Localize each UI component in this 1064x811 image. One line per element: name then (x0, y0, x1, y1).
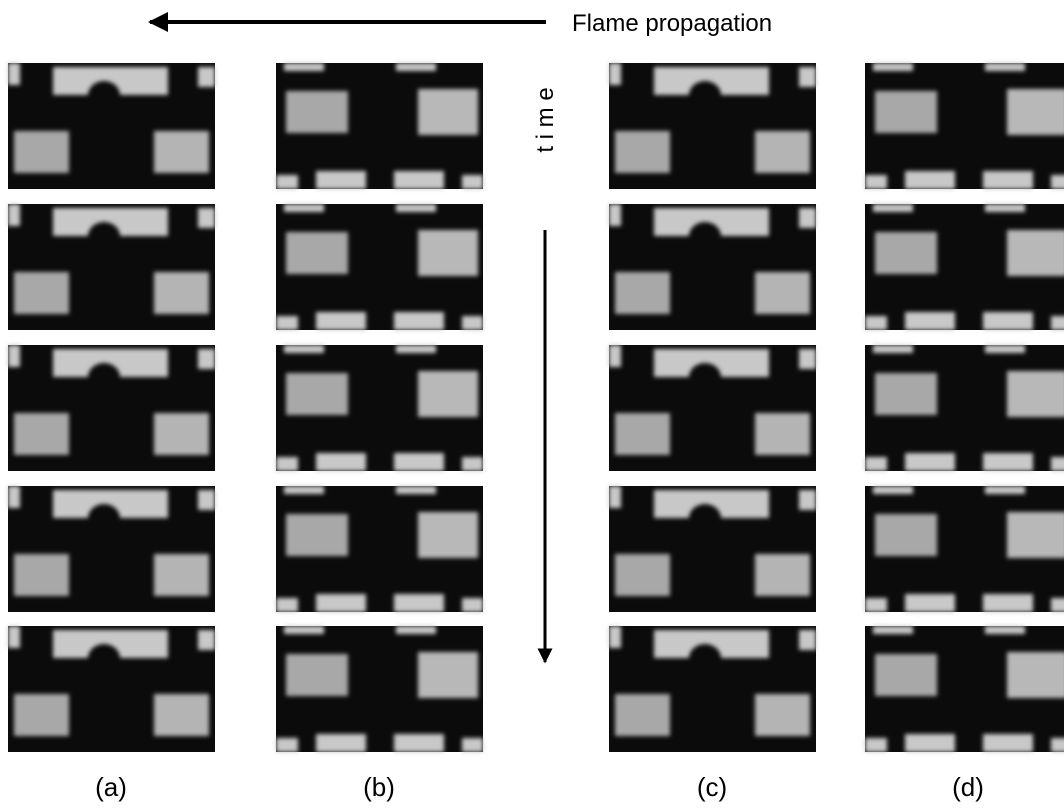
column-label: (a) (95, 772, 127, 802)
image-panel (276, 486, 483, 612)
image-panel (609, 486, 816, 612)
column-label: (c) (697, 772, 727, 802)
page: Flame propagation t i m e (a) (b) (c) (d) (… (0, 0, 1064, 811)
image-panel (865, 626, 1064, 752)
image-panel (609, 626, 816, 752)
image-panel (276, 204, 483, 330)
time-label: t i m e (532, 87, 559, 152)
figure: Flame propagation t i m e (a) (b) (c) (d) (0, 0, 1064, 811)
image-panel (8, 63, 215, 189)
image-panels (8, 63, 1064, 752)
column-label: (b) (363, 772, 395, 802)
image-panel (8, 345, 215, 471)
image-panel (609, 345, 816, 471)
image-panel (8, 626, 215, 752)
column-label: (d) (952, 772, 984, 802)
image-panel (276, 345, 483, 471)
image-panel (865, 204, 1064, 330)
caption: Flame propagation (572, 10, 772, 37)
image-panel (8, 486, 215, 612)
image-panel (276, 626, 483, 752)
image-panel (865, 486, 1064, 612)
column-labels: (a) (b) (c) (d) (95, 772, 984, 802)
image-panel (8, 204, 215, 330)
image-panel (609, 63, 816, 189)
image-panel (865, 345, 1064, 471)
image-panel (276, 63, 483, 189)
image-panel (609, 204, 816, 330)
image-panel (865, 63, 1064, 189)
